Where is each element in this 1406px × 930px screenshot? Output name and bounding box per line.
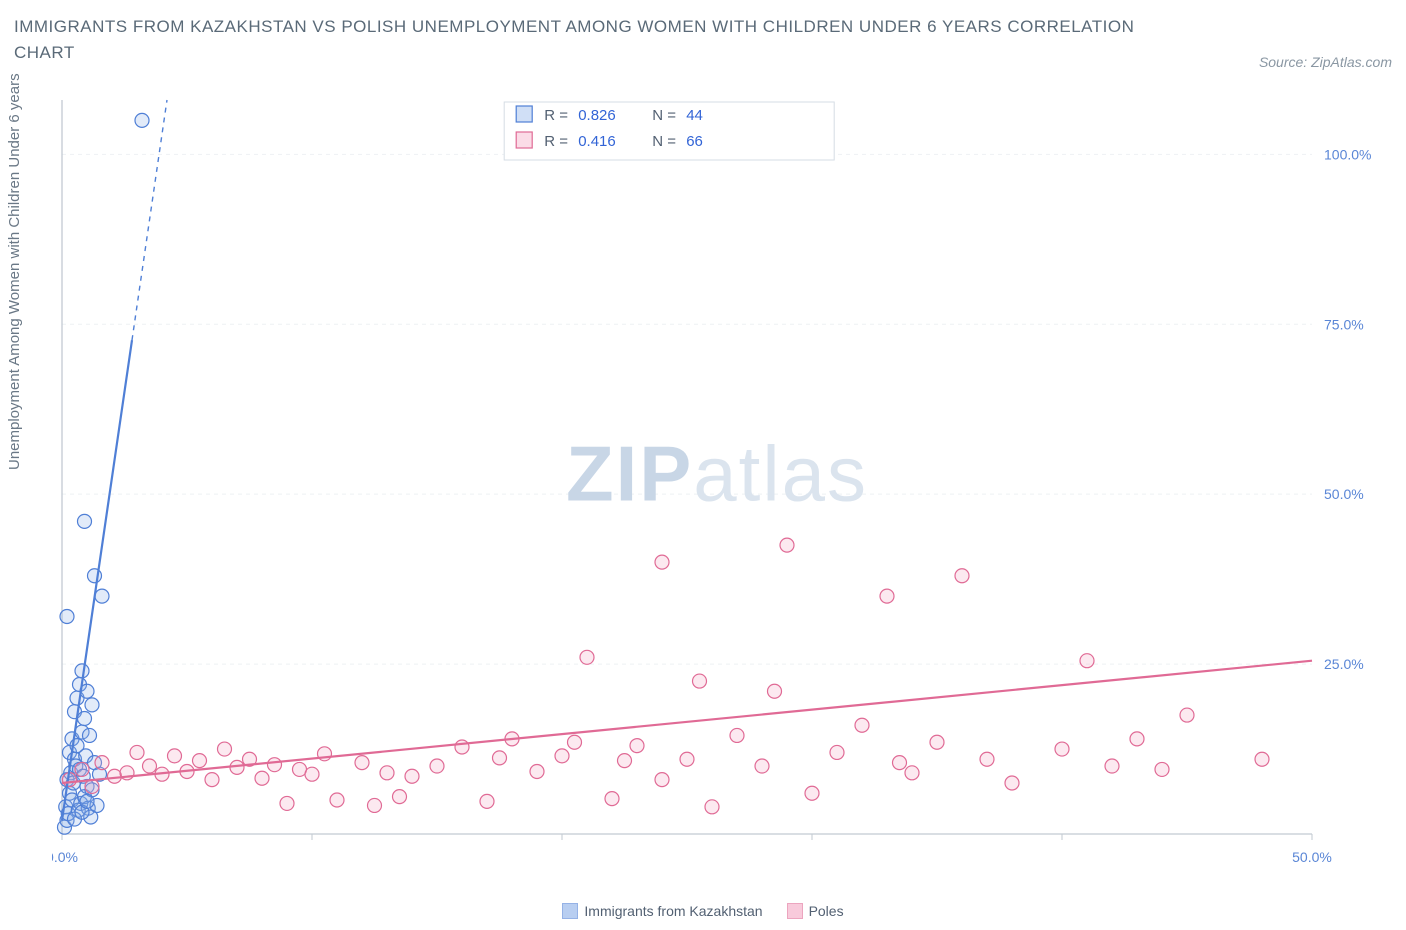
poles-point xyxy=(805,786,819,800)
legend-r-value: 0.416 xyxy=(578,133,616,150)
poles-point xyxy=(305,767,319,781)
kazakhstan-point xyxy=(78,711,92,725)
poles-point xyxy=(768,684,782,698)
poles-point xyxy=(455,740,469,754)
poles-point xyxy=(255,771,269,785)
poles-point xyxy=(393,790,407,804)
poles-point xyxy=(218,742,232,756)
poles-point xyxy=(755,759,769,773)
kazakhstan-trendline xyxy=(62,340,132,820)
poles-point xyxy=(405,769,419,783)
poles-point xyxy=(330,793,344,807)
legend-swatch xyxy=(562,903,578,919)
poles-point xyxy=(1080,654,1094,668)
legend-bottom-item: Immigrants from Kazakhstan xyxy=(562,903,762,919)
poles-point xyxy=(893,756,907,770)
poles-point xyxy=(75,762,89,776)
legend-r-value: 0.826 xyxy=(578,107,616,124)
kazakhstan-trendline-dashed xyxy=(132,100,167,340)
poles-point xyxy=(95,756,109,770)
legend-bottom-label: Poles xyxy=(809,903,844,919)
poles-point xyxy=(605,792,619,806)
poles-point xyxy=(630,739,644,753)
poles-point xyxy=(693,674,707,688)
legend-bottom-item: Poles xyxy=(787,903,844,919)
legend-r-label: R = xyxy=(544,133,568,150)
kazakhstan-point xyxy=(135,113,149,127)
poles-point xyxy=(580,650,594,664)
poles-point xyxy=(1155,762,1169,776)
poles-point xyxy=(905,766,919,780)
kazakhstan-point xyxy=(83,728,97,742)
poles-point xyxy=(930,735,944,749)
poles-point xyxy=(618,754,632,768)
poles-point xyxy=(1005,776,1019,790)
poles-point xyxy=(780,538,794,552)
poles-point xyxy=(1130,732,1144,746)
poles-point xyxy=(205,773,219,787)
poles-point xyxy=(380,766,394,780)
kazakhstan-point xyxy=(60,610,74,624)
poles-point xyxy=(680,752,694,766)
poles-point xyxy=(168,749,182,763)
x-tick-label: 50.0% xyxy=(1292,849,1332,865)
y-tick-label: 100.0% xyxy=(1324,146,1371,162)
poles-point xyxy=(1180,708,1194,722)
poles-point xyxy=(1055,742,1069,756)
poles-point xyxy=(143,759,157,773)
chart-plot-area: ZIPatlas 0.0%50.0%25.0%50.0%75.0%100.0%R… xyxy=(52,92,1382,874)
scatter-chart-svg: 0.0% 50.0% 25.0% 50.0% 75.0% 100.0% R = 0.826 N … xyxy=(52,92,1382,874)
poles-point xyxy=(880,589,894,603)
legend-bottom: Immigrants from Kazakhstan Poles xyxy=(0,903,1406,924)
legend-bottom-label: Immigrants from Kazakhstan xyxy=(584,903,762,919)
kazakhstan-point xyxy=(85,698,99,712)
poles-point xyxy=(280,796,294,810)
poles-point xyxy=(530,764,544,778)
poles-point xyxy=(293,762,307,776)
poles-point xyxy=(705,800,719,814)
kazakhstan-point xyxy=(95,589,109,603)
poles-point xyxy=(980,752,994,766)
poles-point xyxy=(730,728,744,742)
legend-n-label: N = xyxy=(652,107,676,124)
y-tick-label: 75.0% xyxy=(1324,316,1364,332)
kazakhstan-point xyxy=(78,514,92,528)
legend-swatch xyxy=(516,132,532,148)
y-axis-label: Unemployment Among Women with Children U… xyxy=(6,73,23,470)
x-tick-label: 0.0% xyxy=(52,849,78,865)
poles-point xyxy=(568,735,582,749)
legend-swatch xyxy=(787,903,803,919)
legend-n-label: N = xyxy=(652,133,676,150)
kazakhstan-point xyxy=(80,794,94,808)
poles-point xyxy=(430,759,444,773)
source-attribution: Source: ZipAtlas.com xyxy=(1259,54,1392,70)
legend-n-value: 66 xyxy=(686,133,703,150)
poles-point xyxy=(355,756,369,770)
poles-point xyxy=(855,718,869,732)
poles-point xyxy=(830,745,844,759)
poles-point xyxy=(268,758,282,772)
poles-point xyxy=(480,794,494,808)
legend-r-label: R = xyxy=(544,107,568,124)
y-tick-label: 50.0% xyxy=(1324,486,1364,502)
chart-title: IMMIGRANTS FROM KAZAKHSTAN VS POLISH UNE… xyxy=(14,14,1164,65)
poles-point xyxy=(1105,759,1119,773)
y-tick-label: 25.0% xyxy=(1324,656,1364,672)
poles-point xyxy=(368,798,382,812)
poles-point xyxy=(1255,752,1269,766)
poles-point xyxy=(955,569,969,583)
poles-point xyxy=(555,749,569,763)
poles-point xyxy=(655,555,669,569)
poles-point xyxy=(130,745,144,759)
poles-point xyxy=(493,751,507,765)
poles-point xyxy=(655,773,669,787)
poles-point xyxy=(193,754,207,768)
legend-swatch xyxy=(516,106,532,122)
poles-point xyxy=(108,769,122,783)
legend-n-value: 44 xyxy=(686,107,703,124)
